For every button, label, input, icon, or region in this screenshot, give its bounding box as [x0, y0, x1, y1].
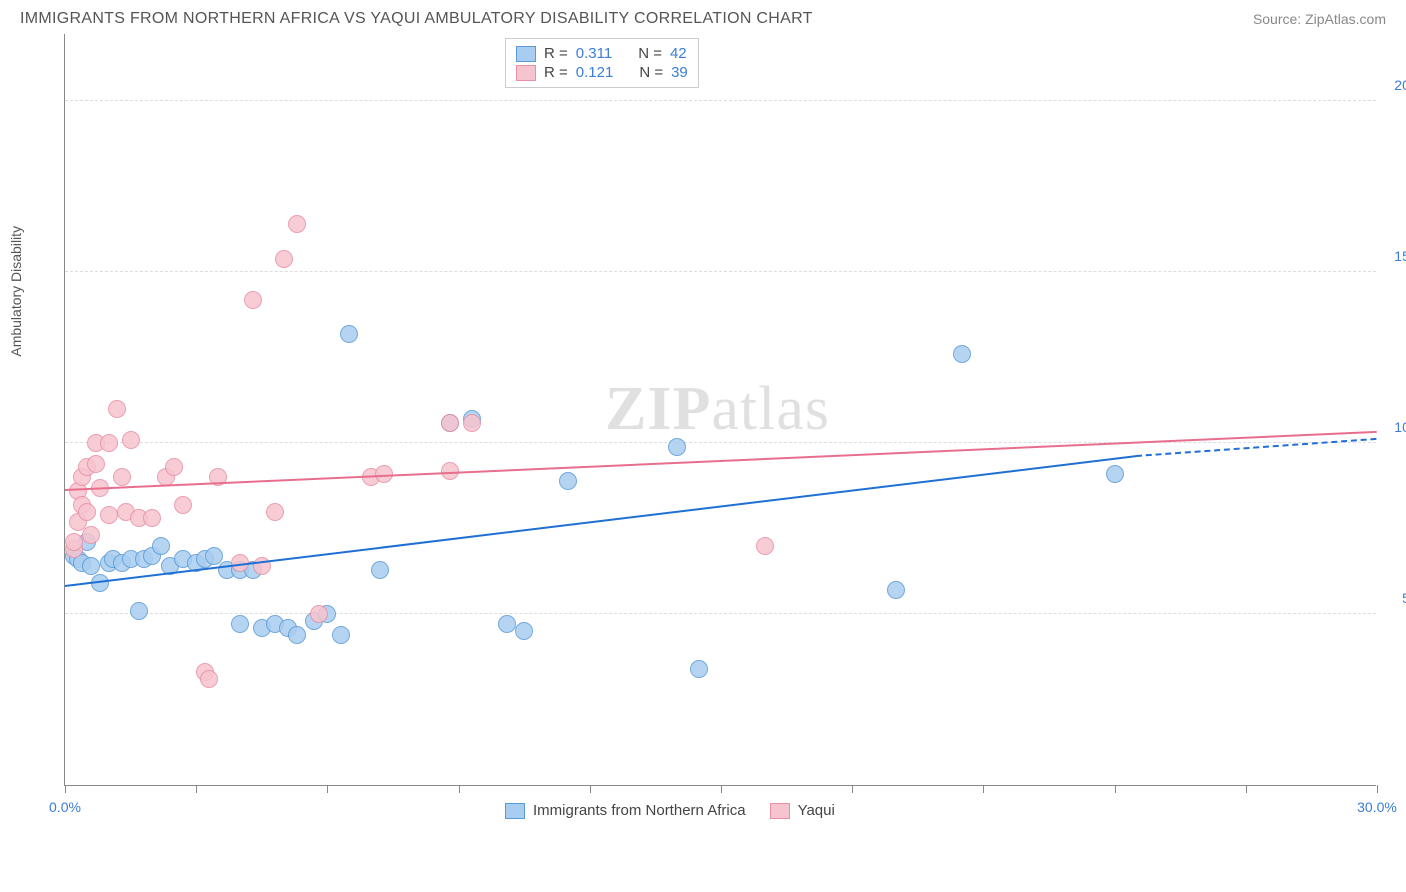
data-point	[690, 660, 708, 678]
chart-area: Ambulatory Disability ZIPatlas 5.0%10.0%…	[20, 34, 1386, 834]
legend-n-label: N =	[638, 45, 662, 62]
x-tick	[196, 785, 197, 793]
gridline	[65, 100, 1376, 101]
data-point	[231, 615, 249, 633]
gridline	[65, 613, 1376, 614]
legend-r-label: R =	[544, 45, 568, 62]
data-point	[288, 215, 306, 233]
watermark-text: ZIPatlas	[605, 374, 830, 445]
data-point	[463, 414, 481, 432]
data-point	[152, 537, 170, 555]
gridline	[65, 442, 1376, 443]
data-point	[668, 438, 686, 456]
data-point	[288, 626, 306, 644]
x-tick	[590, 785, 591, 793]
data-point	[441, 414, 459, 432]
trend-line	[65, 431, 1377, 491]
data-point	[113, 468, 131, 486]
legend-swatch	[505, 803, 525, 819]
x-tick	[1246, 785, 1247, 793]
data-point	[200, 670, 218, 688]
legend-row: R = 0.121 N = 39	[516, 63, 688, 82]
legend-r-value: 0.311	[576, 45, 612, 62]
data-point	[165, 458, 183, 476]
x-tick-label-min: 0.0%	[49, 799, 81, 815]
data-point	[244, 291, 262, 309]
y-tick-label: 20.0%	[1382, 77, 1406, 93]
x-tick	[721, 785, 722, 793]
correlation-legend: R = 0.311 N = 42 R = 0.121 N = 39	[505, 38, 699, 88]
data-point	[82, 526, 100, 544]
x-tick	[983, 785, 984, 793]
data-point	[1106, 465, 1124, 483]
legend-n-value: 39	[671, 64, 688, 81]
data-point	[122, 431, 140, 449]
legend-r-label: R =	[544, 64, 568, 81]
x-tick	[852, 785, 853, 793]
data-point	[515, 622, 533, 640]
y-tick-label: 15.0%	[1382, 248, 1406, 264]
data-point	[441, 462, 459, 480]
data-point	[78, 503, 96, 521]
x-tick	[327, 785, 328, 793]
legend-n-label: N =	[639, 64, 663, 81]
series-legend-label: Yaqui	[798, 802, 835, 819]
y-tick-label: 10.0%	[1382, 419, 1406, 435]
data-point	[100, 434, 118, 452]
data-point	[174, 496, 192, 514]
series-legend-item: Yaqui	[770, 802, 835, 819]
y-tick-label: 5.0%	[1382, 590, 1406, 606]
data-point	[332, 626, 350, 644]
data-point	[340, 325, 358, 343]
data-point	[310, 605, 328, 623]
series-legend-item: Immigrants from Northern Africa	[505, 802, 746, 819]
chart-title: IMMIGRANTS FROM NORTHERN AFRICA VS YAQUI…	[20, 10, 813, 28]
x-tick	[1115, 785, 1116, 793]
data-point	[82, 557, 100, 575]
data-point	[108, 400, 126, 418]
series-legend: Immigrants from Northern Africa Yaqui	[505, 802, 835, 819]
data-point	[143, 509, 161, 527]
x-tick-label-max: 30.0%	[1357, 799, 1397, 815]
gridline	[65, 271, 1376, 272]
data-point	[100, 506, 118, 524]
source-name: ZipAtlas.com	[1305, 11, 1386, 27]
legend-row: R = 0.311 N = 42	[516, 44, 688, 63]
chart-header: IMMIGRANTS FROM NORTHERN AFRICA VS YAQUI…	[0, 0, 1406, 34]
y-axis-label: Ambulatory Disability	[8, 226, 24, 357]
data-point	[371, 561, 389, 579]
data-point	[953, 345, 971, 363]
source-attribution: Source: ZipAtlas.com	[1253, 11, 1386, 27]
data-point	[498, 615, 516, 633]
series-legend-label: Immigrants from Northern Africa	[533, 802, 746, 819]
legend-swatch	[516, 65, 536, 81]
data-point	[130, 602, 148, 620]
legend-r-value: 0.121	[576, 64, 614, 81]
x-tick	[1377, 785, 1378, 793]
legend-swatch	[516, 46, 536, 62]
data-point	[756, 537, 774, 555]
data-point	[65, 533, 83, 551]
scatter-plot: ZIPatlas 5.0%10.0%15.0%20.0%0.0%30.0%R =…	[64, 34, 1376, 786]
data-point	[559, 472, 577, 490]
source-prefix: Source:	[1253, 11, 1305, 27]
x-tick	[459, 785, 460, 793]
data-point	[87, 455, 105, 473]
legend-n-value: 42	[670, 45, 687, 62]
data-point	[266, 503, 284, 521]
data-point	[887, 581, 905, 599]
x-tick	[65, 785, 66, 793]
legend-swatch	[770, 803, 790, 819]
data-point	[275, 250, 293, 268]
